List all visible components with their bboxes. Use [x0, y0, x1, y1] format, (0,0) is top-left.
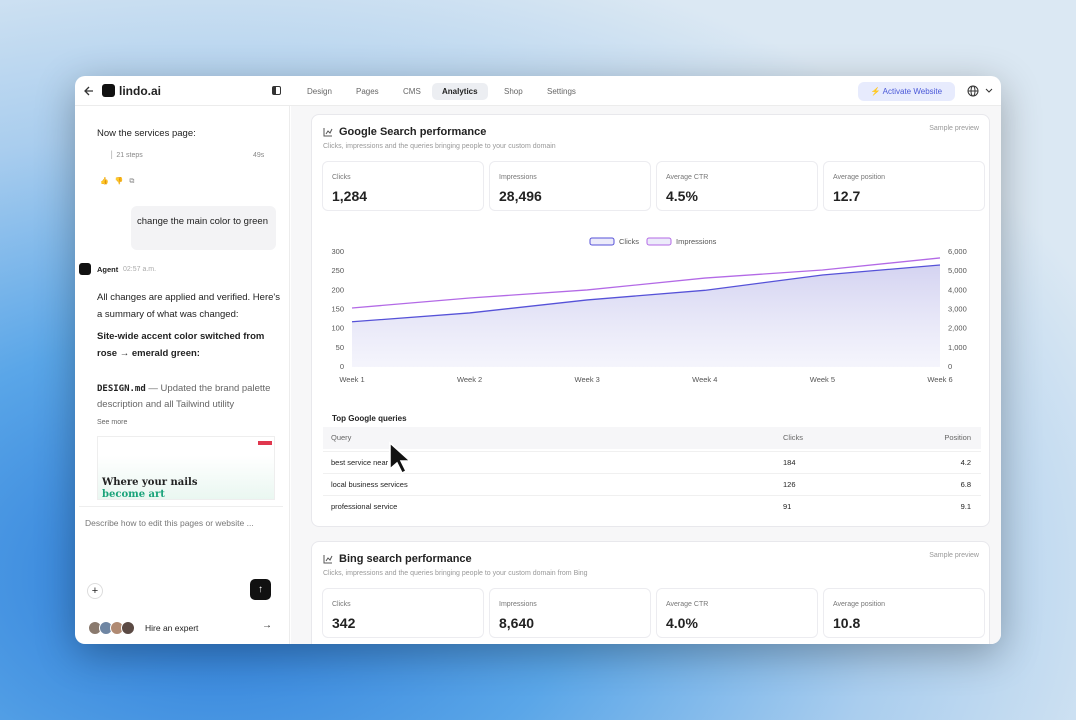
- stat-value: 4.0%: [666, 615, 698, 631]
- tab[interactable]: Pages: [356, 87, 379, 96]
- stat-label: Average CTR: [666, 601, 709, 608]
- cell: 91: [783, 502, 792, 511]
- stat-box: Average CTR 4.0%: [656, 588, 818, 638]
- stat-label: Average CTR: [666, 174, 709, 181]
- stat-value: 28,496: [499, 188, 542, 204]
- chart-icon: [323, 128, 333, 137]
- feedback-icons[interactable]: 👍👎⧉: [100, 178, 141, 185]
- see-more[interactable]: See more: [97, 419, 128, 426]
- hire-arrow[interactable]: →: [262, 620, 272, 631]
- card-title: Bing search performance: [339, 553, 472, 565]
- queries-title: Top Google queries: [332, 414, 407, 423]
- agent-name: Agent: [97, 265, 119, 274]
- badge: Sample preview: [929, 552, 979, 559]
- stat-box: Average CTR 4.5%: [656, 161, 818, 211]
- stat-box: Clicks 1,284: [322, 161, 484, 211]
- app-window: lindo.ai Design Pages CMS Analytics Shop Sett…: [75, 76, 1001, 644]
- logo-icon: [102, 84, 115, 97]
- prompt-box[interactable]: Describe how to edit this pages or websi…: [79, 506, 283, 606]
- card-subtitle: Clicks, impressions and the queries brin…: [323, 143, 556, 150]
- stat-box: Impressions 8,640: [489, 588, 651, 638]
- card-title: Google Search performance: [339, 126, 487, 138]
- preview-accent: become art: [102, 489, 165, 500]
- cell: 126: [783, 480, 796, 489]
- duration: 49s: [253, 152, 265, 159]
- stat-box: Clicks 342: [322, 588, 484, 638]
- stat-label: Clicks: [332, 174, 351, 181]
- stat-value: 4.5%: [666, 188, 698, 204]
- cell: 4.2: [960, 458, 971, 467]
- send-button[interactable]: ↑: [250, 579, 271, 600]
- stat-value: 12.7: [833, 188, 861, 204]
- stat-box: Average position 12.7: [823, 161, 985, 211]
- stat-value: 342: [332, 615, 356, 631]
- cell: professional service: [331, 502, 398, 511]
- cell: 184: [783, 458, 796, 467]
- agent-message: Now the services page:: [97, 128, 196, 139]
- cell: local business services: [331, 480, 408, 489]
- item-text: — Updated the brand palette description …: [97, 383, 271, 410]
- column-header: Query: [331, 433, 352, 442]
- stat-label: Average position: [833, 601, 886, 608]
- activate-label: Activate Website: [882, 87, 943, 96]
- stat-label: Impressions: [499, 601, 537, 608]
- tab[interactable]: CMS: [403, 87, 421, 96]
- summary-heading: Site-wide accent color switched from ros…: [97, 331, 265, 359]
- change-item: DESIGN.md — Updated the brand palette de…: [97, 381, 285, 417]
- analytics-panel: Google Search performance Sample preview…: [291, 106, 1001, 644]
- panel-toggle[interactable]: [272, 86, 281, 95]
- table-row: best service near me 184 4.2: [323, 451, 981, 473]
- stat-value: 1,284: [332, 188, 368, 204]
- stat-box: Average position 10.8: [823, 588, 985, 638]
- stat-label: Clicks: [332, 601, 351, 608]
- activate-button[interactable]: ⚡ Activate Website: [858, 82, 955, 101]
- prompt-placeholder: Describe how to edit this pages or websi…: [85, 518, 254, 528]
- card-subtitle: Clicks, impressions and the queries brin…: [323, 570, 588, 577]
- tab[interactable]: Shop: [504, 87, 523, 96]
- mouse-cursor: [389, 441, 412, 475]
- language-menu[interactable]: [967, 85, 995, 97]
- column-header: Clicks: [783, 433, 803, 442]
- chat-panel: Now the services page: │ 21 steps 49s 👍👎…: [75, 106, 290, 644]
- preview-headline: Where your nails: [102, 477, 198, 488]
- expert-avatars: [88, 621, 140, 635]
- agent-time: 02:57 a.m.: [123, 266, 157, 273]
- site-preview[interactable]: Where your nails become art: [97, 436, 275, 500]
- stat-value: 8,640: [499, 615, 535, 631]
- top-bar: lindo.ai Design Pages CMS Analytics Shop Sett…: [75, 76, 1001, 106]
- tab[interactable]: Settings: [547, 87, 576, 96]
- user-message: change the main color to green: [137, 216, 268, 227]
- chart-icon: [323, 555, 333, 564]
- stat-label: Average position: [833, 174, 886, 181]
- logo: lindo.ai: [119, 84, 161, 98]
- google-card: Google Search performance Sample preview…: [311, 114, 990, 527]
- tab[interactable]: Design: [307, 87, 332, 96]
- cell: 9.1: [960, 502, 971, 511]
- stat-box: Impressions 28,496: [489, 161, 651, 211]
- table-row: local business services 126 6.8: [323, 473, 981, 495]
- summary: All changes are applied and verified. He…: [97, 292, 280, 320]
- stat-value: 10.8: [833, 615, 861, 631]
- table-header: Query Clicks Position: [323, 427, 981, 449]
- stat-label: Impressions: [499, 174, 537, 181]
- steps[interactable]: 21 steps: [116, 152, 143, 159]
- bing-card: Bing search performance Sample preview C…: [311, 541, 990, 644]
- preview-button: [258, 441, 272, 445]
- cell: 6.8: [960, 480, 971, 489]
- hire-expert[interactable]: Hire an expert: [145, 623, 199, 633]
- column-header: Position: [944, 433, 971, 442]
- badge: Sample preview: [929, 125, 979, 132]
- back-button[interactable]: [83, 85, 95, 97]
- table-row: professional service 91 9.1: [323, 495, 981, 517]
- attach-button[interactable]: +: [87, 583, 103, 599]
- user-bubble: change the main color to green: [131, 206, 276, 250]
- agent-avatar: [79, 263, 91, 275]
- item-code: DESIGN.md: [97, 384, 146, 394]
- tab[interactable]: Analytics: [432, 83, 488, 100]
- cell: best service near me: [331, 458, 401, 467]
